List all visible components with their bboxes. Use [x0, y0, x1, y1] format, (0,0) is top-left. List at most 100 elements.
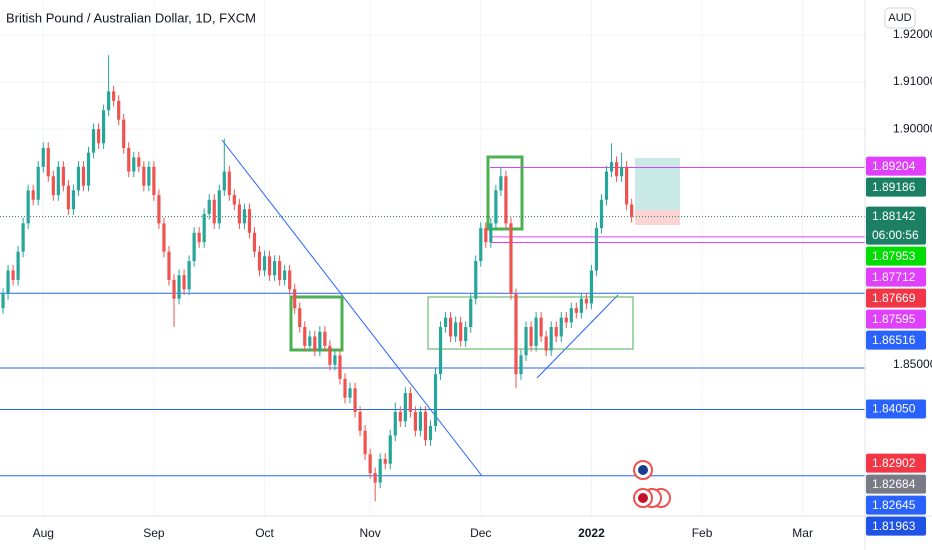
candle-body [26, 190, 30, 224]
price-tag-label: 1.87712 [872, 270, 916, 284]
candle-body [348, 388, 352, 398]
candle-body [494, 190, 498, 224]
candle-body [197, 232, 201, 243]
grid [0, 0, 865, 516]
candles [1, 55, 634, 502]
candle-body [112, 91, 116, 101]
price-tag-label: 1.87669 [872, 291, 916, 305]
candle-body [368, 454, 372, 474]
candle-body [589, 270, 594, 304]
candle-body [479, 228, 483, 262]
candle-body [614, 162, 619, 177]
candle-body [127, 147, 131, 172]
candle-body [227, 171, 231, 196]
candle-body [413, 411, 418, 431]
candle-body [152, 166, 156, 196]
currency-label[interactable]: AUD [888, 12, 911, 24]
candle-body [308, 336, 312, 346]
candle-body [428, 425, 433, 441]
price-tag [866, 516, 926, 536]
candle-body [403, 393, 407, 422]
candle-body [303, 327, 307, 346]
y-tick-label: 1.85000 [893, 357, 932, 371]
candle-body [36, 166, 40, 200]
candle-body [187, 261, 191, 290]
candle-body [247, 209, 252, 233]
candle-body [443, 317, 448, 328]
candle-body [117, 100, 121, 120]
candle-body [252, 232, 257, 252]
candle-body [609, 162, 614, 172]
levels [0, 166, 865, 477]
candle-body [625, 166, 629, 205]
x-tick-label: Mar [792, 526, 813, 540]
price-tags: 1.89204 1.89186 1.88142 06:00:56 1.87953 1.87… [866, 156, 926, 536]
candle-body [454, 322, 458, 337]
candle-body [122, 119, 126, 148]
price-tag-label: 1.87595 [872, 312, 916, 326]
y-tick-label: 1.92000 [893, 27, 932, 41]
candle-body [323, 331, 327, 346]
y-tick-label: 1.91000 [893, 74, 932, 88]
candle-body [267, 256, 272, 276]
candle-body [16, 251, 20, 280]
candle-body [559, 317, 563, 337]
candle-body [499, 176, 503, 191]
candle-body [242, 209, 247, 224]
candle-body [534, 317, 538, 346]
price-tag-label: 1.86516 [872, 333, 916, 347]
candle-body [142, 166, 146, 186]
price-tag [866, 267, 926, 287]
candle-body [157, 195, 161, 224]
price-tag [866, 495, 926, 515]
price-tag-label: 1.88142 [872, 209, 916, 223]
candle-body [162, 223, 166, 252]
candle-body [524, 327, 528, 356]
candle-body [584, 298, 588, 304]
candle-body [298, 308, 302, 328]
candle-body [630, 204, 634, 217]
candle-body [257, 251, 262, 271]
price-tag [866, 474, 926, 494]
candle-body [343, 378, 347, 398]
candle-body [318, 331, 322, 351]
candle-body [107, 91, 111, 111]
candle-body [604, 171, 609, 200]
candle-body [177, 275, 181, 299]
candle-body [549, 327, 553, 351]
candle-body [438, 327, 443, 375]
price-tag-label: 1.89186 [872, 180, 916, 194]
position-profit-zone [635, 158, 680, 210]
candle-body [1, 294, 5, 309]
candle-body [313, 336, 317, 351]
candle-body [202, 213, 206, 243]
currency-button[interactable] [884, 7, 916, 29]
candle-body [278, 261, 282, 280]
y-tick-label: 1.90000 [893, 121, 932, 135]
candle-body [393, 411, 397, 436]
candle-body [433, 374, 438, 426]
candle-body [519, 355, 523, 375]
candle-body [378, 458, 382, 483]
x-tick-label: Oct [255, 526, 274, 540]
candle-body [449, 317, 453, 337]
price-tag [866, 156, 926, 176]
candle-body [86, 152, 91, 186]
price-tag [866, 330, 926, 350]
candle-body [554, 327, 558, 337]
candle-body [564, 317, 568, 323]
zone-box [289, 295, 344, 352]
candle-body [293, 289, 297, 309]
price-tag [866, 246, 926, 266]
candle-body [76, 166, 81, 191]
candle-body [418, 411, 423, 431]
x-tick-label: Dec [470, 526, 491, 540]
price-tag [866, 206, 926, 245]
candle-body [262, 256, 267, 271]
event-flags [633, 460, 671, 508]
countdown-label: 06:00:56 [872, 228, 919, 242]
candle-body [489, 223, 493, 243]
candle-body [51, 176, 55, 196]
